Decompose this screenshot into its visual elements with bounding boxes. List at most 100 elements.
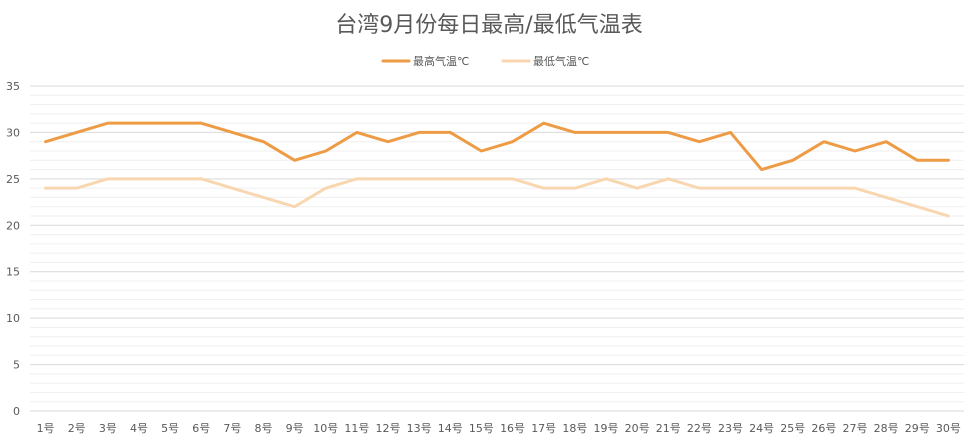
data-point — [75, 187, 78, 190]
data-point — [885, 140, 888, 143]
data-point — [511, 140, 514, 143]
x-tick-label: 29号 — [905, 422, 930, 435]
x-tick-label: 18号 — [562, 422, 587, 435]
x-tick-label: 7号 — [223, 422, 241, 435]
data-point — [449, 177, 452, 180]
minor-gridlines — [30, 94, 964, 403]
data-point — [760, 187, 763, 190]
data-point — [791, 187, 794, 190]
y-tick-label: 10 — [6, 312, 20, 325]
data-point — [885, 196, 888, 199]
data-point — [480, 150, 483, 153]
data-point — [916, 159, 919, 162]
x-tick-label: 4号 — [130, 422, 148, 435]
data-point — [324, 187, 327, 190]
series-lines — [44, 121, 950, 218]
x-tick-label: 26号 — [811, 422, 836, 435]
data-point — [822, 140, 825, 143]
data-point — [854, 150, 857, 153]
data-point — [262, 196, 265, 199]
x-tick-label: 25号 — [780, 422, 805, 435]
data-point — [387, 177, 390, 180]
y-tick-label: 35 — [6, 80, 20, 93]
x-tick-label: 27号 — [843, 422, 868, 435]
data-point — [169, 177, 172, 180]
data-point — [44, 140, 47, 143]
x-tick-label: 10号 — [313, 422, 338, 435]
data-point — [636, 131, 639, 134]
data-point — [231, 131, 234, 134]
x-tick-label: 6号 — [192, 422, 210, 435]
data-point — [293, 205, 296, 208]
data-point — [355, 177, 358, 180]
series-line-min-temp — [44, 177, 950, 218]
data-point — [231, 187, 234, 190]
x-axis-ticks: 1号 2号 3号 4号 5号 6号 7号 8号 9号 10号 11号 12号 13号 14号 15号 16号 1… — [37, 422, 961, 435]
x-tick-label: 23号 — [718, 422, 743, 435]
y-tick-label: 30 — [6, 126, 20, 139]
x-tick-label: 16号 — [500, 422, 525, 435]
y-tick-label: 5 — [13, 359, 20, 372]
data-point — [667, 177, 670, 180]
x-tick-label: 5号 — [161, 422, 179, 435]
data-point — [604, 177, 607, 180]
chart-title: 台湾9月份每日最高/最低气温表 — [335, 13, 642, 38]
data-point — [947, 215, 950, 218]
data-point — [573, 131, 576, 134]
x-tick-label: 8号 — [255, 422, 273, 435]
data-point — [355, 131, 358, 134]
data-point — [854, 187, 857, 190]
data-point — [480, 177, 483, 180]
data-point — [137, 122, 140, 125]
data-point — [200, 122, 203, 125]
data-point — [262, 140, 265, 143]
data-point — [106, 177, 109, 180]
data-point — [947, 159, 950, 162]
data-point — [418, 177, 421, 180]
data-point — [698, 140, 701, 143]
data-point — [604, 131, 607, 134]
legend-label: 最高气温℃ — [413, 54, 469, 68]
y-tick-label: 15 — [6, 266, 20, 279]
x-tick-label: 3号 — [99, 422, 117, 435]
legend: 最高气温℃ 最低气温℃ — [381, 54, 589, 68]
data-point — [916, 205, 919, 208]
x-tick-label: 15号 — [469, 422, 494, 435]
x-tick-label: 14号 — [438, 422, 463, 435]
x-tick-label: 24号 — [749, 422, 774, 435]
x-tick-label: 21号 — [656, 422, 681, 435]
data-point — [293, 159, 296, 162]
data-point — [106, 122, 109, 125]
x-tick-label: 12号 — [376, 422, 401, 435]
x-tick-label: 13号 — [407, 422, 432, 435]
y-tick-label: 25 — [6, 173, 20, 186]
data-point — [636, 187, 639, 190]
data-point — [418, 131, 421, 134]
x-tick-label: 20号 — [625, 422, 650, 435]
data-point — [137, 177, 140, 180]
data-point — [324, 150, 327, 153]
data-point — [511, 177, 514, 180]
data-point — [387, 140, 390, 143]
series-line-max-temp — [44, 121, 950, 172]
x-tick-label: 17号 — [531, 422, 556, 435]
x-tick-label: 22号 — [687, 422, 712, 435]
data-point — [760, 168, 763, 171]
data-point — [75, 131, 78, 134]
x-tick-label: 30号 — [936, 422, 961, 435]
y-tick-label: 20 — [6, 219, 20, 232]
x-tick-label: 9号 — [286, 422, 304, 435]
data-point — [449, 131, 452, 134]
x-tick-label: 19号 — [593, 422, 618, 435]
data-point — [200, 177, 203, 180]
data-point — [822, 187, 825, 190]
data-point — [729, 187, 732, 190]
x-tick-label: 2号 — [68, 422, 86, 435]
data-point — [573, 187, 576, 190]
y-tick-label: 0 — [13, 405, 20, 418]
data-point — [791, 159, 794, 162]
x-tick-label: 1号 — [37, 422, 55, 435]
data-point — [667, 131, 670, 134]
data-point — [44, 187, 47, 190]
